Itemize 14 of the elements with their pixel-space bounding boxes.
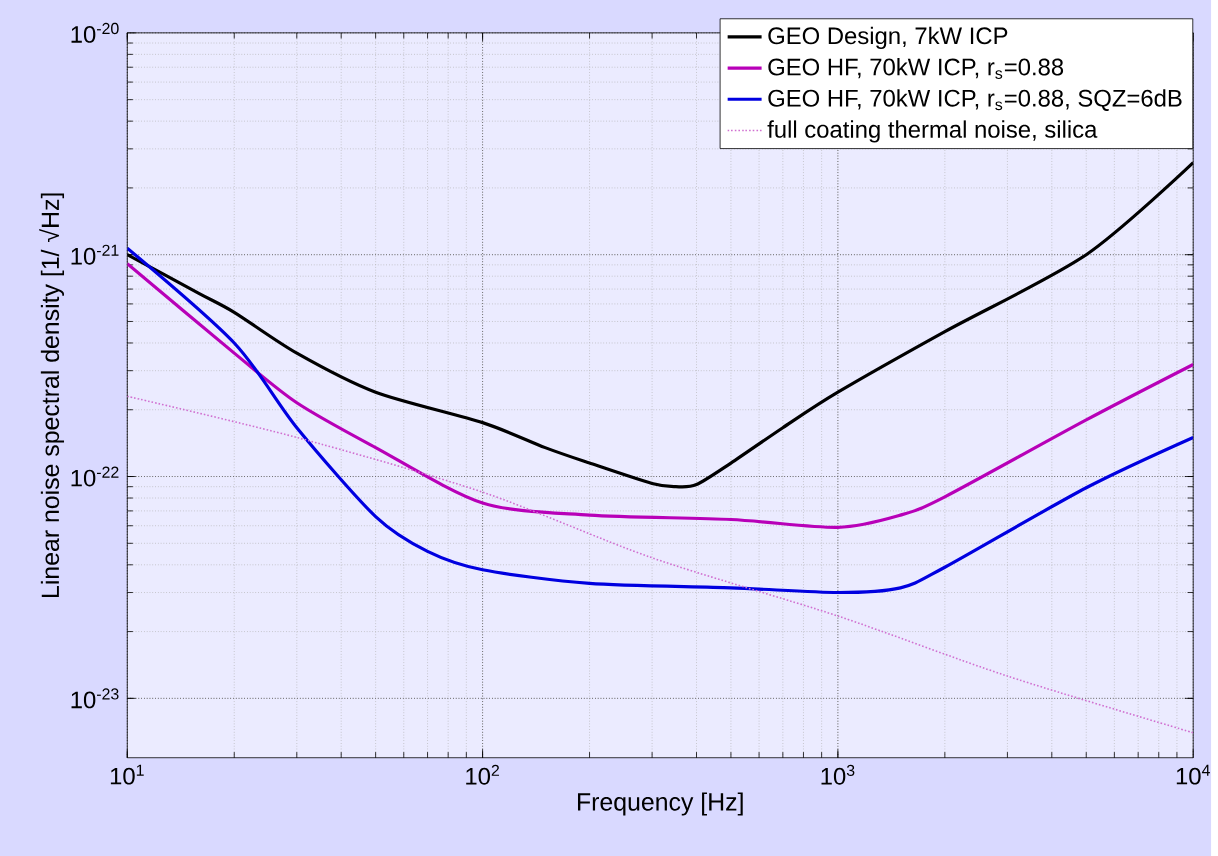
y-tick-label: 10$^{-20}$ [71, 22, 119, 43]
y-tick-label: 10$^{-21}$ [71, 244, 119, 265]
legend-label: full coating thermal noise, silica [767, 120, 1098, 143]
x-tick-label: 10$^{3}$ [821, 764, 855, 785]
legend-label: GEO HF, 70kW ICP, r$_{s}$=0.88 [768, 57, 1064, 79]
legend-label: GEO Design, 7kW ICP [768, 26, 1008, 49]
x-tick-label: 10$^{2}$ [466, 764, 499, 785]
y-tick-label: 10$^{-23}$ [71, 688, 119, 709]
x-tick-label: 10$^{1}$ [110, 764, 144, 785]
x-tick-label: 10$^{4}$ [1176, 764, 1210, 785]
y-tick-label: 10$^{-22}$ [71, 466, 119, 487]
y-axis-title: Linear noise spectral density [1/ √Hz] [39, 193, 65, 597]
x-axis-title: Frequency [Hz] [577, 792, 743, 816]
legend-label: GEO HF, 70kW ICP, r$_{s}$=0.88, SQZ=6dB [768, 89, 1182, 111]
